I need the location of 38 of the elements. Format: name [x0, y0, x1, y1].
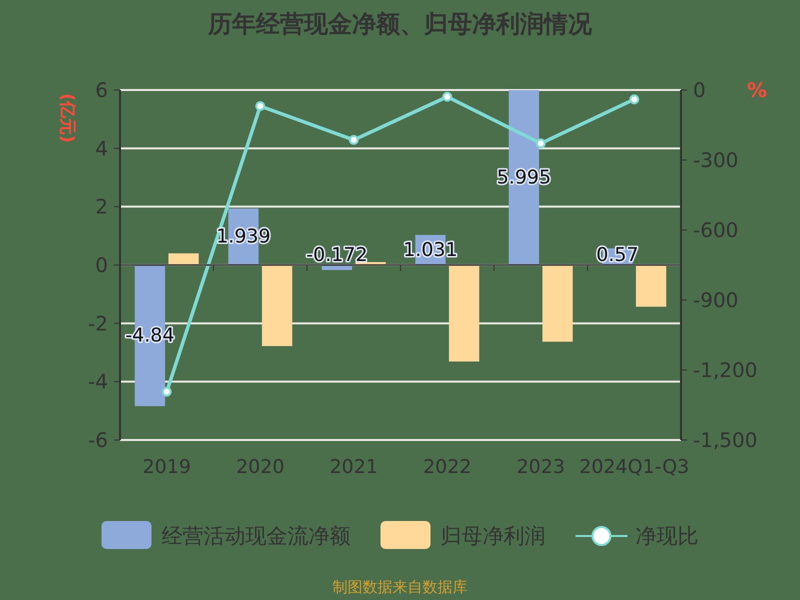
point — [442, 92, 452, 102]
y2-tick-label: -1,200 — [693, 358, 758, 382]
x-tick-label: 2024Q1-Q3 — [579, 456, 690, 478]
data-label: -0.172 — [306, 244, 368, 266]
x-tick-label: 2020 — [236, 456, 284, 478]
y-tick-label: -6 — [88, 428, 108, 452]
x-tick-label: 2019 — [142, 456, 191, 478]
y2-tick-label: -900 — [693, 288, 738, 312]
x-tick-label: 2021 — [330, 456, 378, 478]
y2-tick-label: 0 — [693, 78, 706, 102]
legend-label: 归母净利润 — [440, 524, 546, 548]
legend-label: 经营活动现金流净额 — [162, 524, 350, 548]
point — [162, 386, 172, 397]
legend-label: 净现比 — [636, 524, 698, 548]
text: 制图数据来自数据库 — [332, 578, 468, 596]
point — [629, 94, 640, 104]
bar — [168, 253, 199, 265]
bar — [636, 265, 666, 307]
y-tick-label: 6 — [95, 78, 108, 102]
point — [536, 138, 546, 148]
bar — [448, 265, 480, 362]
x-tick-label: 2022 — [423, 456, 472, 478]
y-tick-label: 4 — [95, 136, 108, 160]
point — [255, 101, 266, 112]
point — [348, 134, 359, 145]
y2-tick-label: -600 — [693, 218, 738, 242]
bar — [262, 265, 292, 346]
x-tick-label: 2023 — [516, 456, 565, 478]
bar — [542, 265, 573, 342]
y-tick-label: -4 — [88, 370, 108, 394]
y-tick-label: 2 — [95, 194, 108, 219]
y-tick-label: 0 — [95, 253, 108, 277]
y-axis-title: (亿元) — [57, 93, 77, 143]
y2-axis-title: % — [746, 78, 768, 102]
y2-tick-label: -1,500 — [693, 428, 758, 452]
y2-tick-label: -300 — [693, 148, 738, 172]
y-tick-label: -2 — [88, 311, 108, 336]
chart-title: 历年经营现金净额、归母净利润情况 — [207, 10, 593, 38]
